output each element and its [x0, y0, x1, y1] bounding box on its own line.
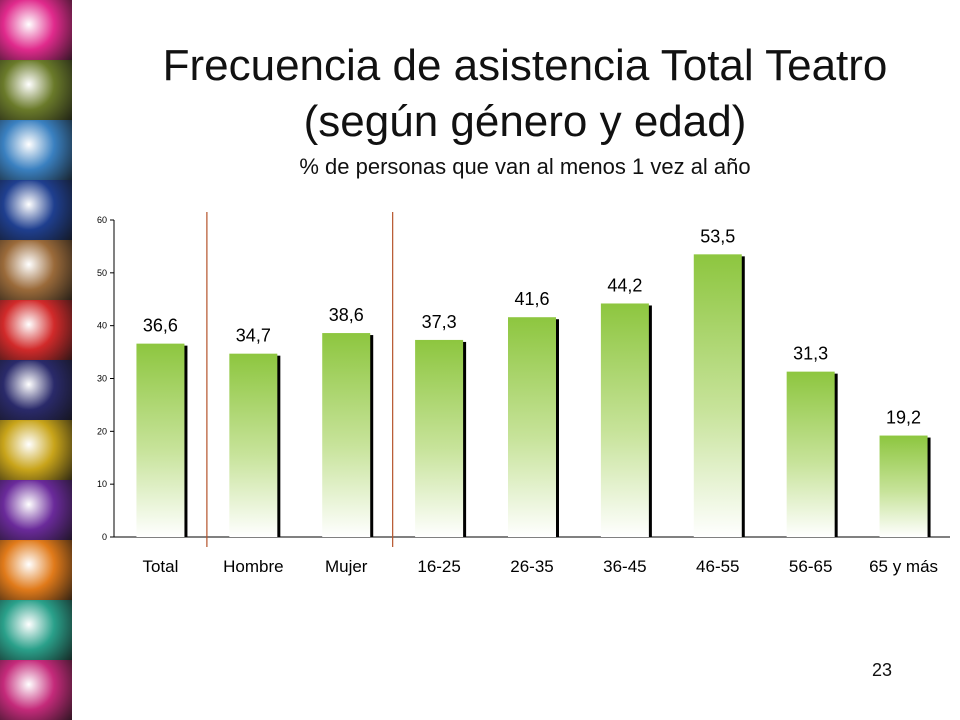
category-label: Mujer [325, 557, 368, 576]
bar [879, 435, 928, 537]
y-tick-label: 50 [97, 268, 107, 278]
bar [508, 317, 556, 537]
y-tick-label: 0 [102, 532, 107, 542]
y-tick-label: 30 [97, 374, 107, 384]
data-label: 31,3 [793, 344, 828, 364]
y-tick-label: 10 [97, 479, 107, 489]
data-label: 19,2 [886, 408, 921, 428]
slide-subtitle: % de personas que van al menos 1 vez al … [299, 154, 751, 179]
category-label: Hombre [223, 557, 283, 576]
bar [322, 333, 371, 537]
data-label: 38,6 [329, 305, 364, 325]
photo-tile [0, 120, 72, 181]
data-label: 36,6 [143, 316, 178, 336]
page-number: 23 [872, 660, 893, 680]
bar [415, 339, 464, 537]
photo-tile [0, 600, 72, 661]
y-tick-label: 60 [97, 215, 107, 225]
data-label: 37,3 [422, 312, 457, 332]
category-label: 36-45 [603, 557, 646, 576]
photo-tile [0, 660, 72, 720]
category-label: Total [142, 557, 178, 576]
category-label: 16-25 [417, 557, 460, 576]
photo-tile [0, 300, 72, 361]
photo-tile [0, 420, 72, 481]
bar [136, 343, 185, 537]
category-label: 56-65 [789, 557, 832, 576]
data-label: 53,5 [700, 226, 735, 246]
bar [229, 353, 278, 537]
data-label: 34,7 [236, 326, 271, 346]
photo-tile [0, 540, 72, 601]
category-label: 46-55 [696, 557, 739, 576]
title-line-2: (según género y edad) [303, 97, 747, 146]
slide-title: Frecuencia de asistencia Total Teatro (s… [80, 38, 960, 150]
y-tick-label: 20 [97, 426, 107, 436]
bar [786, 371, 835, 537]
photo-tile [0, 0, 72, 61]
photo-tile [0, 480, 72, 541]
photo-collage-strip [0, 0, 72, 720]
category-label: 26-35 [510, 557, 553, 576]
bar-chart: 0 10 20 30 40 50 60 36,6 Total 34,7 Hombre 38,6 Muje… [97, 212, 950, 576]
photo-tile [0, 60, 72, 121]
y-tick-label: 40 [97, 321, 107, 331]
data-label: 41,6 [514, 289, 549, 309]
photo-tile [0, 240, 72, 301]
title-line-1: Frecuencia de asistencia Total Teatro [162, 41, 888, 90]
photo-tile [0, 360, 72, 421]
bar [693, 254, 742, 537]
category-label: 65 y más [869, 557, 938, 576]
data-label: 44,2 [607, 275, 642, 295]
bar [600, 303, 649, 537]
photo-tile [0, 180, 72, 241]
